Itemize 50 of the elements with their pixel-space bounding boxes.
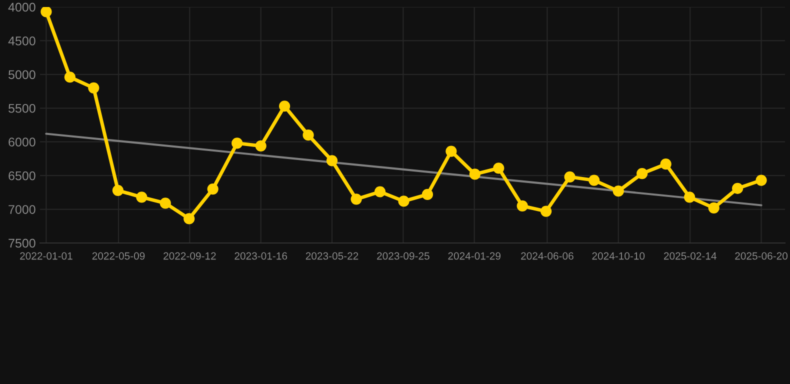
point (232, 138, 243, 149)
point (160, 198, 171, 209)
point (422, 188, 434, 200)
point (493, 162, 504, 174)
x-tick-label: 2025-02-14 (664, 252, 716, 260)
point (756, 174, 767, 186)
point (374, 186, 386, 198)
y-tick-label: 4000 (8, 2, 36, 12)
point (398, 196, 410, 207)
point (207, 184, 218, 195)
y-tick-label: 4500 (8, 36, 36, 46)
point (279, 100, 290, 112)
x-tick-label: 2022-01-01 (20, 252, 72, 260)
point (184, 213, 195, 224)
point (255, 140, 266, 152)
point (112, 184, 124, 196)
x-tick-label: 2022-09-12 (164, 252, 216, 260)
x-tick-label: 2024-06-06 (521, 252, 574, 260)
point (469, 168, 480, 180)
point (564, 171, 576, 182)
x-tick-label: 2022-05-09 (92, 252, 145, 260)
point (88, 82, 100, 94)
y-tick-label: 5500 (8, 104, 36, 113)
point (446, 146, 457, 157)
point (64, 72, 76, 83)
point (350, 194, 362, 205)
point (612, 186, 624, 197)
y-tick-label: 6000 (8, 138, 36, 147)
x-tick-label: 2025-06-20 (735, 252, 788, 260)
y-tick-label: 6500 (8, 171, 36, 180)
point (302, 130, 314, 141)
point (540, 206, 552, 217)
point (660, 158, 672, 170)
point (40, 7, 52, 18)
x-tick-label: 2023-05-22 (306, 252, 358, 260)
y-tick-label: 7500 (8, 238, 36, 248)
x-tick-label: 2023-01-16 (234, 252, 288, 260)
point (708, 202, 720, 214)
point (326, 155, 338, 166)
point (732, 182, 744, 194)
y-tick-label: 7000 (8, 205, 36, 214)
y-tick-label: 5000 (8, 70, 36, 80)
point (588, 174, 600, 186)
x-tick-label: 2024-10-10 (592, 252, 645, 260)
point (516, 200, 528, 212)
point (136, 192, 148, 203)
point (636, 168, 648, 180)
x-tick-label: 2024-01-29 (448, 252, 500, 260)
point (684, 192, 696, 203)
x-tick-label: 2023-09-25 (377, 252, 430, 260)
